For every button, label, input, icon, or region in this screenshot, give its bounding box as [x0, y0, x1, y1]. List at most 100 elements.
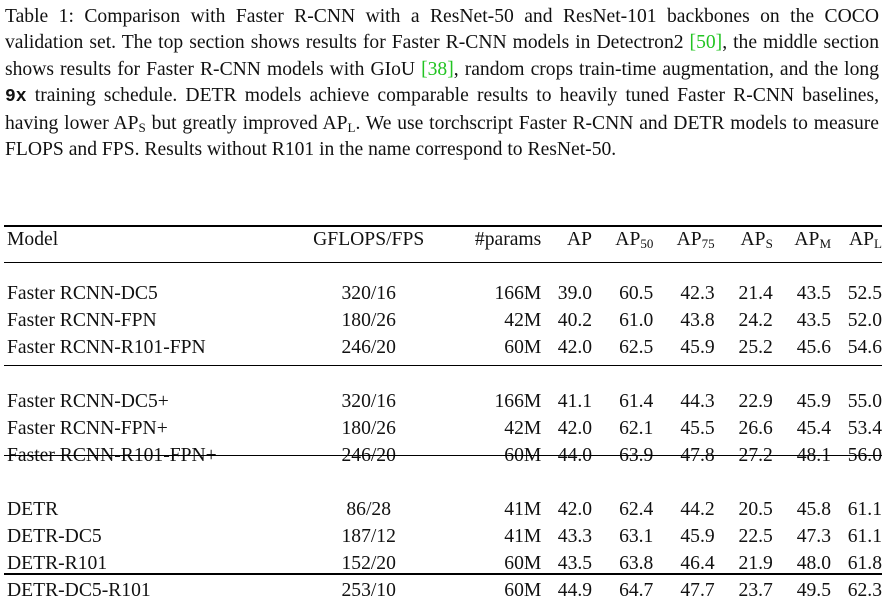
- cell-model: DETR-DC5-R101: [7, 580, 151, 601]
- cell-gflops: 180/26: [341, 418, 396, 439]
- cell-model: DETR-DC5: [7, 526, 102, 547]
- caption-text-4: training schedule. DETR models achieve c…: [5, 85, 879, 134]
- cell-ap: 39.0: [557, 283, 593, 304]
- results-table: Model GFLOPS/FPS #params AP AP50 AP75 AP…: [4, 226, 882, 604]
- subscript-l: L: [347, 119, 356, 135]
- cell-ap50: 63.1: [619, 526, 654, 547]
- cell-apl: 53.4: [847, 418, 882, 439]
- table-row: DETR-R101 152/20 60M 43.5 63.8 46.4 21.9 48.0 61…: [4, 550, 882, 577]
- cell-ap75: 45.9: [680, 337, 715, 358]
- cell-ap: 42.0: [557, 499, 593, 520]
- cell-apm: 43.5: [796, 283, 831, 304]
- cell-apm: 45.6: [796, 337, 831, 358]
- cell-apl: 61.1: [847, 526, 882, 547]
- cell-ap: 44.9: [557, 580, 593, 601]
- cell-ap: 43.3: [557, 526, 593, 547]
- header-apl-sub: L: [874, 236, 882, 251]
- table-row: Faster RCNN-DC5 320/16 166M 39.0 60.5 42.3 21.…: [4, 280, 882, 307]
- header-ap50-sub: 50: [640, 236, 654, 251]
- cell-apm: 48.0: [796, 553, 831, 574]
- cell-gflops: 187/12: [341, 526, 396, 547]
- cell-params: 60M: [504, 553, 542, 574]
- header-ap: AP: [567, 229, 593, 250]
- cell-model: Faster RCNN-FPN: [7, 310, 157, 331]
- header-apm-sub: M: [819, 236, 831, 251]
- cell-gflops: 152/20: [341, 553, 396, 574]
- cell-aps: 25.2: [738, 337, 773, 358]
- table-row: Faster RCNN-FPN+ 180/26 42M 42.0 62.1 45.5 26.…: [4, 415, 882, 442]
- cell-ap75: 45.5: [680, 418, 715, 439]
- paper-page: Table 1: Comparison with Faster R-CNN wi…: [4, 4, 882, 601]
- table-bottom-rule: [4, 573, 882, 575]
- cell-aps: 20.5: [738, 499, 773, 520]
- cell-gflops: 253/10: [341, 580, 396, 601]
- cell-ap75: 46.4: [680, 553, 715, 574]
- header-ap75-sub: 75: [701, 236, 715, 251]
- cell-ap75: 44.3: [680, 391, 715, 412]
- header-rule: [4, 262, 882, 263]
- cell-ap50: 60.5: [619, 283, 654, 304]
- cell-ap: 41.1: [557, 391, 593, 412]
- cell-ap50: 61.0: [619, 310, 654, 331]
- cell-params: 41M: [504, 526, 542, 547]
- table-body: Faster RCNN-DC5 320/16 166M 39.0 60.5 42.3 21.…: [4, 253, 882, 604]
- caption-text-2: , the middle section shows results for F…: [5, 32, 879, 80]
- cell-model: DETR: [7, 499, 59, 520]
- table-header-row: Model GFLOPS/FPS #params AP AP50 AP75 AP…: [4, 226, 882, 253]
- cell-params: 60M: [504, 580, 542, 601]
- cell-apm: 49.5: [796, 580, 831, 601]
- cell-ap75: 45.9: [680, 526, 715, 547]
- cell-aps: 21.4: [738, 283, 773, 304]
- table-row: DETR-DC5-R101 253/10 60M 44.9 64.7 47.7 23.7 49…: [4, 577, 882, 604]
- table-row: Faster RCNN-FPN 180/26 42M 40.2 61.0 43.8 24.2…: [4, 307, 882, 334]
- cell-apl: 55.0: [847, 391, 882, 412]
- cell-gflops: 320/16: [341, 391, 396, 412]
- cell-aps: 24.2: [738, 310, 773, 331]
- header-apl-base: AP: [848, 229, 875, 250]
- section-rule-2: [4, 455, 882, 456]
- table-row: DETR-DC5 187/12 41M 43.3 63.1 45.9 22.5 47.3 61.…: [4, 523, 882, 550]
- subscript-s: S: [138, 119, 146, 135]
- cell-apm: 45.9: [796, 391, 831, 412]
- cell-model: Faster RCNN-DC5: [7, 283, 158, 304]
- header-gflops: GFLOPS/FPS: [313, 229, 425, 250]
- header-ap75-base: AP: [676, 229, 702, 250]
- cell-gflops: 246/20: [341, 337, 396, 358]
- section-spacer: [4, 469, 882, 496]
- header-ap75: AP75: [653, 226, 715, 253]
- citation-link-38[interactable]: [38]: [421, 58, 454, 80]
- cell-aps: 21.9: [738, 553, 773, 574]
- citation-link-50[interactable]: [50]: [689, 32, 723, 54]
- caption-text-3: , random crops train-time augmentation, …: [453, 58, 879, 80]
- header-model: Model: [7, 229, 59, 250]
- cell-apl: 54.6: [847, 337, 882, 358]
- section-spacer: [4, 253, 882, 280]
- header-aps-sub: S: [765, 236, 773, 251]
- header-params: #params: [474, 229, 542, 250]
- table-row: Faster RCNN-R101-FPN 246/20 60M 42.0 62.5 45.…: [4, 334, 882, 361]
- cell-apl: 62.3: [847, 580, 882, 601]
- header-aps: APS: [715, 226, 773, 253]
- cell-params: 42M: [504, 418, 542, 439]
- cell-ap: 43.5: [557, 553, 593, 574]
- cell-ap50: 62.4: [619, 499, 654, 520]
- table-top-rule: [4, 225, 882, 227]
- caption-text-1: Table 1: Comparison with Faster R-CNN wi…: [5, 6, 879, 54]
- caption-text-5: but greatly improved AP: [145, 112, 348, 134]
- cell-apm: 45.8: [796, 499, 831, 520]
- cell-ap75: 43.8: [680, 310, 715, 331]
- header-ap50: AP50: [592, 226, 653, 253]
- cell-aps: 22.5: [738, 526, 773, 547]
- cell-ap50: 61.4: [619, 391, 654, 412]
- cell-ap50: 62.1: [619, 418, 654, 439]
- cell-ap: 40.2: [557, 310, 593, 331]
- cell-ap75: 42.3: [680, 283, 715, 304]
- cell-params: 42M: [504, 310, 542, 331]
- section-spacer-cell: [4, 469, 882, 496]
- table-caption: Table 1: Comparison with Faster R-CNN wi…: [5, 4, 879, 163]
- cell-apl: 52.0: [847, 310, 882, 331]
- caption-text-6: . We use torchscript Faster R-CNN and DE…: [5, 112, 880, 161]
- header-apm-base: AP: [794, 229, 820, 250]
- header-apl: APL: [831, 226, 882, 253]
- cell-params: 41M: [504, 499, 542, 520]
